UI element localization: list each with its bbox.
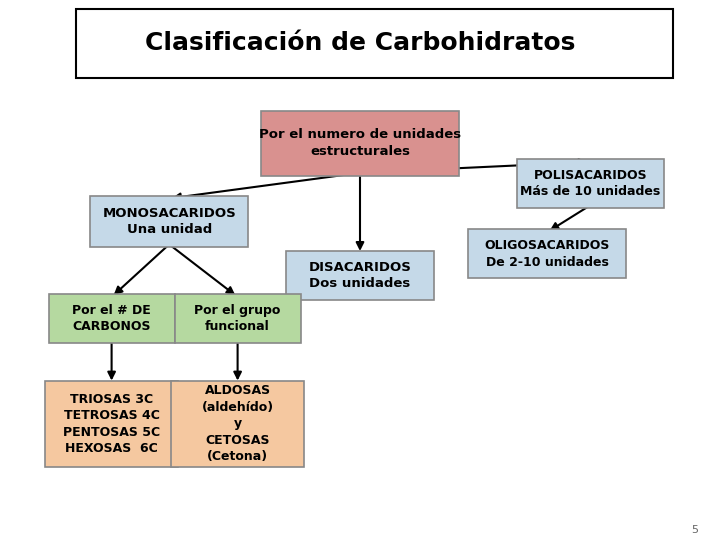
- Text: Por el grupo
funcional: Por el grupo funcional: [194, 304, 281, 333]
- FancyBboxPatch shape: [287, 251, 433, 300]
- FancyBboxPatch shape: [48, 294, 174, 343]
- Text: ALDOSAS
(aldehído)
y
CETOSAS
(Cetona): ALDOSAS (aldehído) y CETOSAS (Cetona): [202, 384, 274, 463]
- Text: Por el numero de unidades
estructurales: Por el numero de unidades estructurales: [259, 129, 461, 158]
- FancyBboxPatch shape: [516, 159, 664, 208]
- Text: DISACARIDOS
Dos unidades: DISACARIDOS Dos unidades: [309, 261, 411, 290]
- Text: MONOSACARIDOS
Una unidad: MONOSACARIDOS Una unidad: [102, 207, 236, 236]
- FancyBboxPatch shape: [45, 381, 179, 467]
- FancyBboxPatch shape: [174, 294, 301, 343]
- FancyBboxPatch shape: [76, 9, 673, 78]
- Text: Por el # DE
CARBONOS: Por el # DE CARBONOS: [72, 304, 151, 333]
- FancyBboxPatch shape: [261, 111, 459, 176]
- Text: TRIOSAS 3C
TETROSAS 4C
PENTOSAS 5C
HEXOSAS  6C: TRIOSAS 3C TETROSAS 4C PENTOSAS 5C HEXOS…: [63, 393, 160, 455]
- Text: POLISACARIDOS
Más de 10 unidades: POLISACARIDOS Más de 10 unidades: [521, 169, 660, 198]
- FancyBboxPatch shape: [468, 230, 626, 278]
- Text: OLIGOSACARIDOS
De 2-10 unidades: OLIGOSACARIDOS De 2-10 unidades: [485, 239, 610, 268]
- FancyBboxPatch shape: [171, 381, 304, 467]
- FancyBboxPatch shape: [90, 195, 248, 247]
- Text: Clasificación de Carbohidratos: Clasificación de Carbohidratos: [145, 31, 575, 55]
- Text: 5: 5: [691, 524, 698, 535]
